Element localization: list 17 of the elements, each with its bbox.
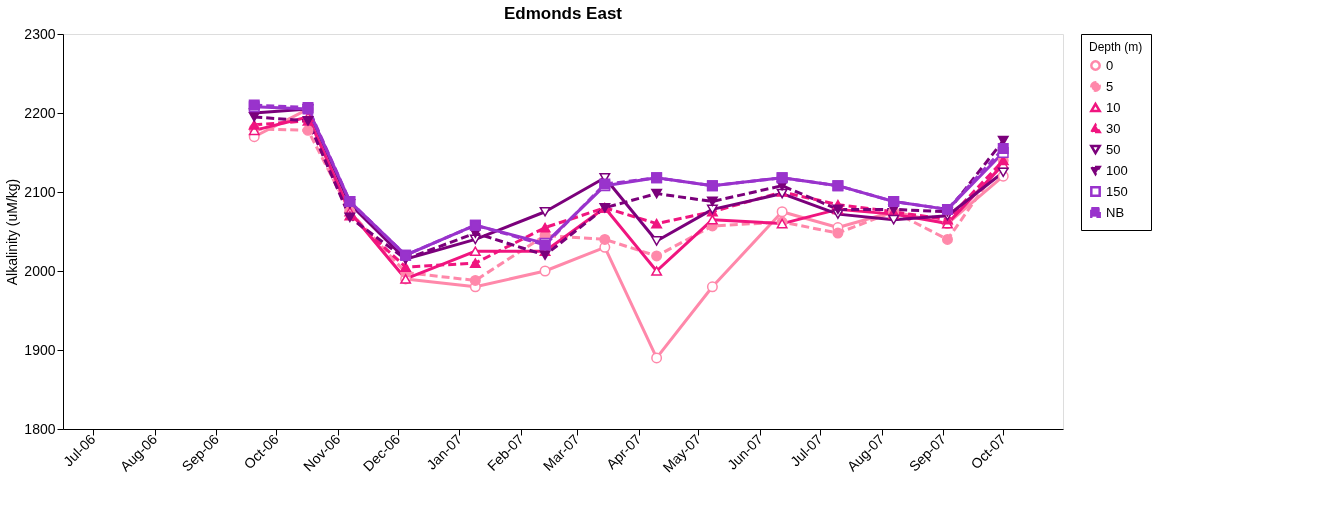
legend-label: 0 xyxy=(1106,57,1114,73)
legend-label: NB xyxy=(1106,204,1125,220)
legend-label: 30 xyxy=(1106,120,1121,136)
y-tick-label: 2200 xyxy=(24,104,56,121)
y-tick-label: 2300 xyxy=(24,25,56,42)
y-tick-label: 2100 xyxy=(24,183,56,200)
y-axis-title: Alkalinity (uM/kg) xyxy=(4,178,21,286)
legend-label: 50 xyxy=(1106,141,1121,157)
y-tick-label: 1900 xyxy=(24,341,56,358)
chart-title: Edmonds East xyxy=(503,4,623,23)
legend-label: 150 xyxy=(1106,183,1128,199)
y-tick-label: 2000 xyxy=(24,262,56,279)
y-tick-label: 1800 xyxy=(24,420,56,437)
legend-label: 10 xyxy=(1106,99,1121,115)
legend-label: 5 xyxy=(1106,78,1114,94)
legend-title: Depth (m) xyxy=(1089,40,1143,54)
legend-label: 100 xyxy=(1106,162,1128,178)
